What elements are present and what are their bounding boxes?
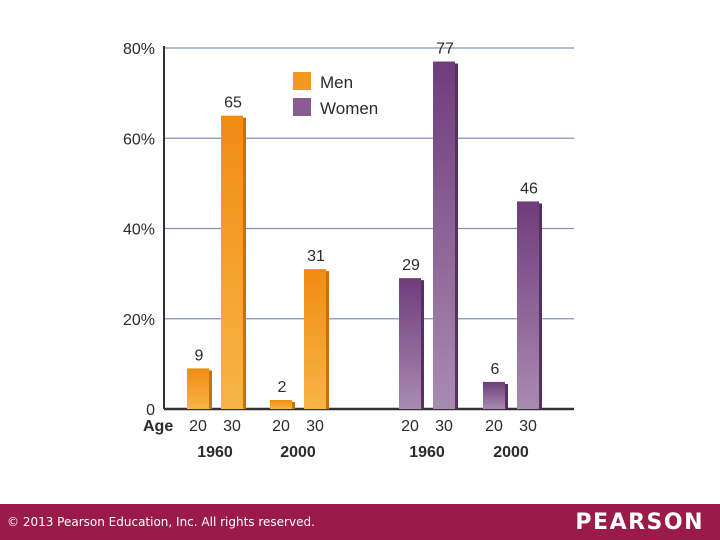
bar — [221, 115, 243, 409]
copyright-text: © 2013 Pearson Education, Inc. All right… — [7, 515, 315, 529]
year-label: 1960 — [409, 444, 445, 461]
bar-side — [326, 271, 329, 409]
year-label: 2000 — [493, 444, 529, 461]
data-label: 46 — [520, 180, 538, 197]
bar — [483, 381, 505, 409]
age-tick-label: 30 — [519, 418, 537, 435]
data-label: 31 — [307, 248, 325, 265]
age-tick-label: 30 — [306, 418, 324, 435]
age-tick-label: 30 — [435, 418, 453, 435]
data-label: 65 — [224, 95, 242, 112]
y-tick-label: 20% — [123, 312, 155, 329]
data-label: 9 — [195, 347, 204, 364]
age-tick-label: 20 — [189, 418, 207, 435]
age-tick-label: 20 — [485, 418, 503, 435]
bar — [399, 278, 421, 409]
y-tick-label: 80% — [123, 41, 155, 58]
y-tick-label: 40% — [123, 222, 155, 239]
x-axis-title: Age — [143, 418, 173, 435]
bar — [304, 269, 326, 409]
bar-side — [455, 63, 458, 409]
year-label: 1960 — [197, 444, 233, 461]
bar — [433, 61, 455, 409]
bar-side — [539, 203, 542, 409]
data-label: 2 — [278, 379, 287, 396]
data-label: 29 — [402, 257, 420, 274]
footer-bar: © 2013 Pearson Education, Inc. All right… — [0, 504, 720, 540]
age-tick-label: 30 — [223, 418, 241, 435]
year-label: 2000 — [280, 444, 316, 461]
bar-side — [505, 383, 508, 409]
y-tick-label: 60% — [123, 131, 155, 148]
legend-swatch — [293, 72, 311, 90]
bar-side — [243, 117, 246, 409]
bar — [270, 399, 292, 409]
legend-swatch — [293, 98, 311, 116]
pearson-logo: PEARSON — [575, 510, 704, 535]
data-label: 77 — [436, 41, 454, 58]
bar-side — [209, 370, 212, 409]
age-tick-label: 20 — [401, 418, 419, 435]
data-label: 6 — [491, 361, 500, 378]
bar — [517, 201, 539, 409]
age-tick-label: 20 — [272, 418, 290, 435]
bar-side — [421, 280, 424, 409]
bar-chart: 0 20% 40% 60% 80% Men Women 9 20 65 30 1960 2 20 31 30 2… — [123, 41, 574, 461]
y-tick-label: 0 — [146, 402, 155, 419]
legend-label: Women — [320, 99, 378, 118]
bar — [187, 368, 209, 409]
bar-side — [292, 401, 295, 409]
legend-label: Men — [320, 73, 353, 92]
